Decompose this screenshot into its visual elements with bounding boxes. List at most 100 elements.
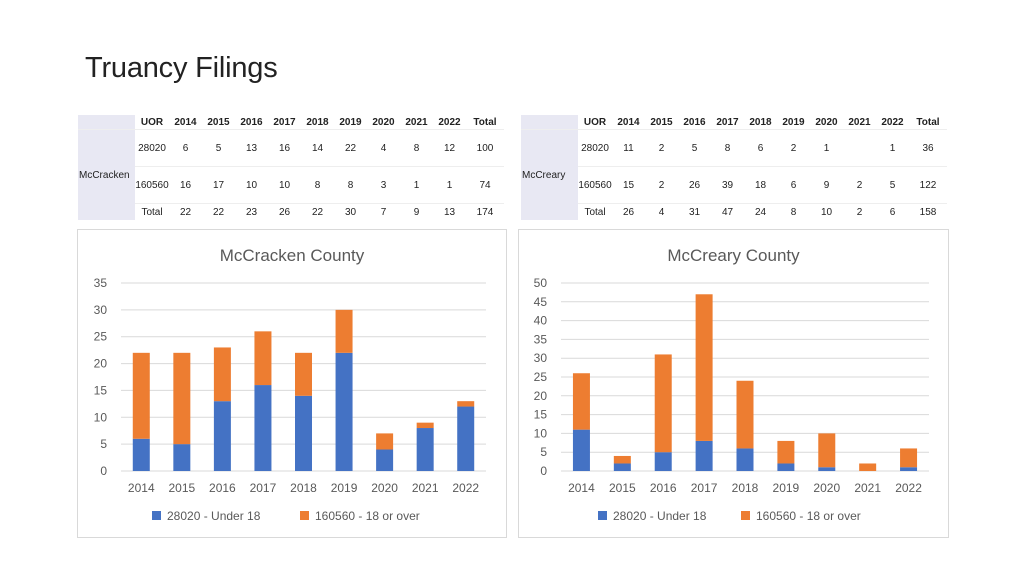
table-cell: 6 <box>744 129 777 167</box>
y-tick-label: 30 <box>94 303 108 317</box>
table-corner-cell <box>521 115 578 130</box>
table-cell: 6 <box>876 203 909 220</box>
bar-over18 <box>818 433 836 468</box>
bar-over18 <box>416 422 434 429</box>
table-cell: 22 <box>334 129 367 167</box>
y-tick-label: 20 <box>94 357 108 371</box>
table-cell: 5 <box>876 166 909 204</box>
bar-under18 <box>900 467 918 471</box>
table-cell: Total <box>578 203 612 220</box>
table-cell: 8 <box>301 166 334 204</box>
bar-under18 <box>213 401 231 471</box>
header-cell: 2021 <box>848 116 871 128</box>
bar-over18 <box>613 455 631 464</box>
bar-over18 <box>900 448 918 468</box>
y-tick-label: 25 <box>534 370 548 384</box>
legend-label: 28020 - Under 18 <box>167 509 261 523</box>
x-tick-label: 2014 <box>128 481 155 495</box>
mccreary-table: UOR 2014 2015 2016 2017 2018 2019 2020 2… <box>521 115 947 220</box>
header-cell: 2020 <box>815 116 838 128</box>
table-cell: 22 <box>301 203 334 220</box>
x-tick-label: 2016 <box>650 481 677 495</box>
header-cell: 2018 <box>306 116 329 128</box>
table-header-row: UOR 2014 2015 2016 2017 2018 2019 2020 2… <box>78 115 504 130</box>
bar-over18 <box>859 463 877 471</box>
bar-over18 <box>654 354 672 453</box>
mccreary-chart: McCreary County 0 5 10 15 20 25 30 35 40 45 50 2014 2… <box>534 246 929 523</box>
table-cell: 14 <box>301 129 334 167</box>
table-corner-cell <box>78 115 135 130</box>
table-cell: 4 <box>367 129 400 167</box>
table-cell: 9 <box>400 203 433 220</box>
table-cell: 100 <box>466 129 504 167</box>
x-tick-label: 2016 <box>209 481 236 495</box>
bar-over18 <box>335 309 353 353</box>
table-cell: 10 <box>235 166 268 204</box>
header-cell: 2019 <box>782 116 805 128</box>
table-cell: 11 <box>612 129 645 167</box>
x-tick-label: 2015 <box>609 481 636 495</box>
bar-under18 <box>818 467 836 471</box>
bar-under18 <box>736 448 754 471</box>
y-tick-label: 15 <box>94 383 108 397</box>
table-cell <box>843 129 876 167</box>
table-cell: 16 <box>268 129 301 167</box>
table-header-row: UOR 2014 2015 2016 2017 2018 2019 2020 2… <box>521 115 947 130</box>
bar-over18 <box>572 373 590 430</box>
header-cell: 2016 <box>240 116 263 128</box>
table-cell: 174 <box>466 203 504 220</box>
county-name-cell: McCracken <box>78 129 135 220</box>
table-cell: 160560 <box>135 166 169 204</box>
table-cell: 9 <box>810 166 843 204</box>
bar-under18 <box>376 449 394 471</box>
header-cell: 2016 <box>683 116 706 128</box>
table-cell: 1 <box>876 129 909 167</box>
header-cell: 2017 <box>716 116 739 128</box>
bar-over18 <box>173 352 191 445</box>
table-cell: 23 <box>235 203 268 220</box>
legend-swatch <box>152 511 161 520</box>
bar-over18 <box>695 294 713 441</box>
y-tick-label: 30 <box>534 351 548 365</box>
table-row: McCreary 28020 11 2 5 8 6 2 1 1 36 <box>521 129 947 220</box>
y-tick-label: 5 <box>540 445 547 459</box>
header-cell: UOR <box>140 116 164 128</box>
header-cell: 2015 <box>650 116 673 128</box>
y-tick-label: 20 <box>534 389 548 403</box>
bar-under18 <box>457 406 475 471</box>
table-cell: 6 <box>777 166 810 204</box>
table-cell: 122 <box>909 166 947 204</box>
header-cell: Total <box>916 116 940 128</box>
header-cell: 2014 <box>617 116 640 128</box>
legend-swatch <box>598 511 607 520</box>
y-tick-label: 40 <box>534 314 548 328</box>
y-tick-label: 35 <box>534 332 548 346</box>
table-row: McCracken 28020 6 5 13 16 14 22 4 8 12 1… <box>78 129 504 220</box>
table-cell: 28020 <box>578 129 612 167</box>
legend-label: 28020 - Under 18 <box>613 509 707 523</box>
header-cell: Total <box>473 116 497 128</box>
bar-under18 <box>777 463 795 471</box>
table-cell: 24 <box>744 203 777 220</box>
x-tick-label: 2018 <box>290 481 317 495</box>
table-cell: 8 <box>400 129 433 167</box>
x-tick-label: 2017 <box>250 481 277 495</box>
table-total-row: Total 26 4 31 47 24 8 10 2 6 158 <box>521 203 947 220</box>
header-cell: 2018 <box>749 116 772 128</box>
bar-under18 <box>654 452 672 471</box>
x-tick-label: 2021 <box>412 481 439 495</box>
chart-title: McCreary County <box>667 246 800 265</box>
page-title: Truancy Filings <box>85 52 278 84</box>
header-cell: 2020 <box>372 116 395 128</box>
table-cell: 12 <box>433 129 466 167</box>
table-cell: 74 <box>466 166 504 204</box>
table-cell: 36 <box>909 129 947 167</box>
table-cell: 16 <box>169 166 202 204</box>
header-cell: UOR <box>583 116 607 128</box>
bar-over18 <box>132 352 150 439</box>
bar-under18 <box>572 429 590 471</box>
table-row: 160560 16 17 10 10 8 8 3 1 1 74 <box>78 166 504 204</box>
table-cell: 5 <box>678 129 711 167</box>
x-tick-label: 2022 <box>452 481 479 495</box>
table-cell: 17 <box>202 166 235 204</box>
